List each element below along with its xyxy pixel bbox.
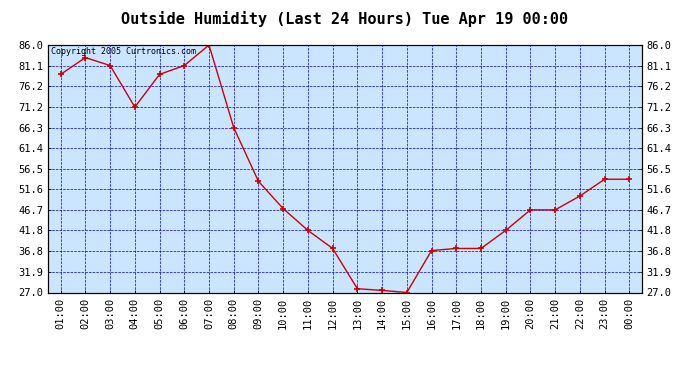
- Text: Outside Humidity (Last 24 Hours) Tue Apr 19 00:00: Outside Humidity (Last 24 Hours) Tue Apr…: [121, 11, 569, 27]
- Text: Copyright 2005 Curtronics.com: Copyright 2005 Curtronics.com: [51, 48, 196, 57]
